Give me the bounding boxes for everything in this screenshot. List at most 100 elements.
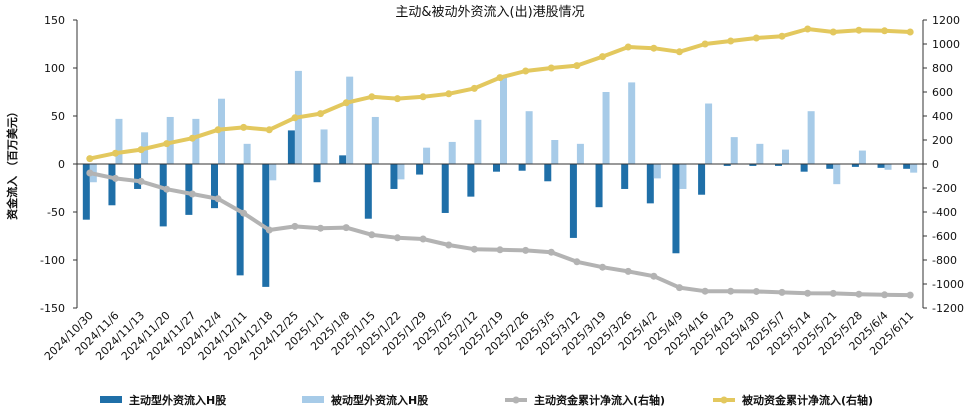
line-series-3-point-10 bbox=[342, 99, 350, 107]
bar-series-1-point-26 bbox=[756, 143, 764, 164]
x-axis-ticks: 2024/10/302024/11/62024/11/132024/11/202… bbox=[42, 309, 916, 363]
line-series-3-point-11 bbox=[368, 93, 376, 101]
bar-series-0-point-9 bbox=[313, 164, 321, 183]
bar-series-1-point-20 bbox=[602, 92, 610, 164]
bar-series-0-point-31 bbox=[877, 164, 885, 168]
line-series-3-point-16 bbox=[496, 74, 504, 82]
line-series-2-point-3 bbox=[163, 185, 171, 193]
line-series-2-point-26 bbox=[752, 287, 760, 295]
bar-series-0-point-30 bbox=[851, 164, 859, 167]
bar-series-1-point-11 bbox=[371, 116, 379, 164]
left-tick-label: -100 bbox=[40, 254, 65, 267]
bar-series-0-point-16 bbox=[493, 164, 500, 172]
line-series-3-point-2 bbox=[137, 146, 145, 154]
line-series-2-point-30 bbox=[855, 290, 863, 298]
bar-series-0-point-10 bbox=[339, 155, 347, 164]
bar-series-0-point-1 bbox=[108, 164, 116, 206]
line-series-2-point-11 bbox=[368, 231, 376, 239]
bar-series-0-point-4 bbox=[185, 164, 193, 215]
line-series-3-point-5 bbox=[214, 126, 222, 134]
bar-series-1-point-12 bbox=[397, 164, 405, 180]
line-series-3-point-28 bbox=[804, 25, 812, 33]
line-series-3-point-0 bbox=[86, 155, 94, 163]
bar-series-1-point-18 bbox=[551, 140, 559, 164]
bar-series-0-point-23 bbox=[672, 164, 680, 254]
line-series-3-point-22 bbox=[650, 44, 658, 52]
line-series-3-point-9 bbox=[317, 110, 325, 118]
left-tick-label: 0 bbox=[58, 158, 65, 171]
line-series-3-point-30 bbox=[855, 26, 863, 34]
bar-series-0-point-28 bbox=[800, 164, 808, 172]
line-series-2-point-27 bbox=[778, 288, 786, 296]
bar-series-1-point-1 bbox=[115, 118, 123, 164]
line-series-2-point-15 bbox=[470, 245, 478, 253]
bar-series-1-point-15 bbox=[474, 119, 482, 164]
right-tick-label: 1000 bbox=[932, 38, 960, 51]
right-tick-label: -200 bbox=[932, 182, 957, 195]
bar-series-0-point-20 bbox=[595, 164, 603, 208]
bar-series-1-point-7 bbox=[269, 164, 277, 181]
line-series-2-point-10 bbox=[342, 224, 350, 232]
line-series-3-point-25 bbox=[727, 37, 735, 45]
line-series-3-point-29 bbox=[829, 28, 837, 36]
line-series-2-point-5 bbox=[214, 195, 222, 203]
bar-series-1-point-14 bbox=[448, 141, 456, 164]
right-tick-label: -800 bbox=[932, 254, 957, 267]
left-tick-label: 150 bbox=[44, 14, 65, 27]
line-series-3-point-1 bbox=[111, 149, 119, 157]
line-series-3-point-32 bbox=[906, 28, 914, 36]
bar-series-1-point-23 bbox=[679, 164, 687, 189]
right-tick-label: 400 bbox=[932, 110, 953, 123]
right-tick-label: -1200 bbox=[932, 302, 964, 315]
line-series-group bbox=[86, 25, 914, 299]
line-series-2-point-18 bbox=[547, 248, 555, 256]
left-axis-ticks: 150 100 50 0 -50 -100 -150 bbox=[40, 14, 77, 315]
bar-series-0-point-27 bbox=[775, 164, 782, 166]
bar-series-1-point-24 bbox=[705, 103, 713, 164]
bar-series-0-point-6 bbox=[236, 164, 244, 276]
bar-series-0-point-5 bbox=[211, 164, 218, 209]
bar-series-0-point-32 bbox=[903, 164, 911, 169]
line-series-2-point-32 bbox=[906, 291, 914, 299]
right-tick-label: 600 bbox=[932, 86, 953, 99]
right-tick-label: 1200 bbox=[932, 14, 960, 27]
right-tick-label: 200 bbox=[932, 134, 953, 147]
line-series-3-point-27 bbox=[778, 32, 786, 40]
bar-series-0-point-22 bbox=[646, 164, 654, 204]
bar-series-1-point-22 bbox=[653, 164, 661, 179]
line-series-3-point-23 bbox=[675, 48, 683, 56]
y-axis-title: 资金流入 （百万美元） bbox=[5, 106, 19, 220]
legend-swatch-0 bbox=[100, 396, 122, 403]
bar-series-0-point-11 bbox=[364, 164, 372, 219]
bar-series-0-point-2 bbox=[134, 164, 142, 189]
line-series-3-point-21 bbox=[624, 43, 632, 51]
line-series-3-point-14 bbox=[445, 90, 453, 98]
right-tick-label: 0 bbox=[932, 158, 939, 171]
legend-label-2: 主动资金累计净流入(右轴) bbox=[534, 393, 665, 407]
bar-series-0-point-8 bbox=[287, 130, 295, 164]
bar-series-1-point-19 bbox=[576, 143, 584, 164]
legend-marker-3 bbox=[720, 396, 728, 404]
line-series-2-point-4 bbox=[188, 190, 196, 198]
line-series-2-point-17 bbox=[522, 246, 530, 254]
bar-series-0-point-26 bbox=[749, 164, 757, 166]
bar-series-1-point-6 bbox=[243, 143, 251, 164]
line-series-2-point-0 bbox=[86, 169, 94, 177]
line-series-3-point-13 bbox=[419, 93, 427, 101]
legend: 主动型外资流入H股 被动型外资流入H股 主动资金累计净流入(右轴) 被动资金累计净流入… bbox=[100, 393, 873, 407]
line-series-3-point-15 bbox=[470, 84, 478, 92]
line-series-3-point-19 bbox=[573, 62, 581, 70]
line-series-2-point-13 bbox=[419, 235, 427, 243]
line-series-3-point-31 bbox=[881, 27, 889, 35]
line-series-3-point-17 bbox=[522, 67, 530, 75]
line-series-3-point-7 bbox=[265, 126, 273, 134]
chart-title: 主动&被动外资流入(出)港股情况 bbox=[395, 5, 584, 20]
bar-series-1-point-10 bbox=[346, 76, 354, 164]
line-series-3-point-12 bbox=[393, 95, 401, 103]
line-series-2-point-16 bbox=[496, 246, 504, 254]
bar-series-1-point-25 bbox=[730, 137, 738, 164]
bar-series-1-point-27 bbox=[782, 149, 789, 164]
bar-series-group bbox=[82, 70, 918, 287]
bar-series-0-point-29 bbox=[826, 164, 834, 169]
